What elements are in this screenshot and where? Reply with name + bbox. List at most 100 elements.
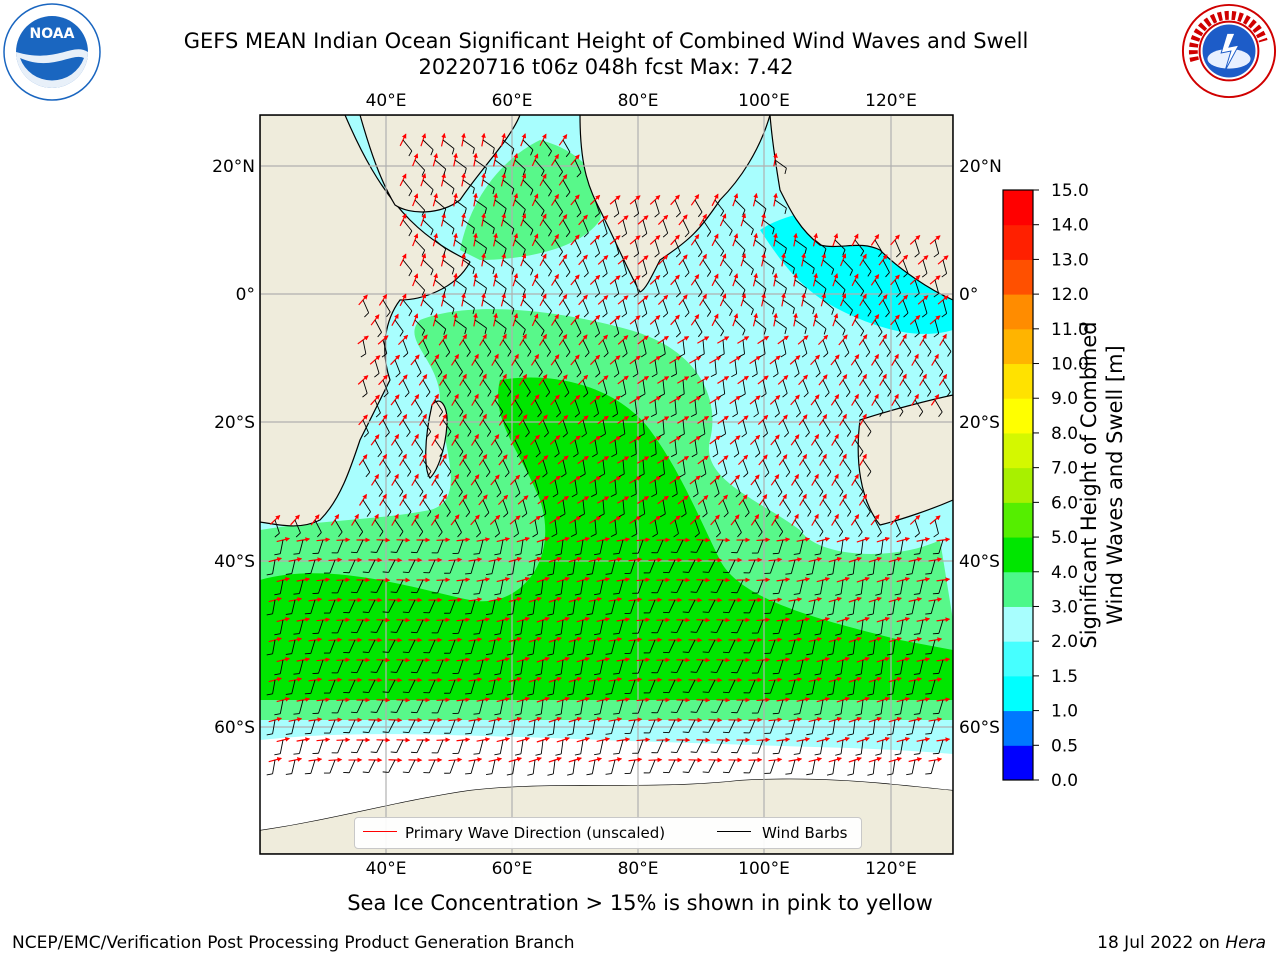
- wind-barb-flag: [700, 473, 707, 478]
- wind-barb-flag: [382, 771, 389, 773]
- wind-barb-shaft: [374, 479, 383, 493]
- wind-barb-flag: [613, 333, 620, 338]
- wind-barb-shaft: [362, 459, 371, 473]
- wind-barb-shaft: [462, 379, 472, 392]
- wind-barb-flag: [479, 411, 484, 417]
- nws-logo: [1181, 3, 1277, 99]
- wind-barb-shaft: [802, 419, 810, 433]
- wind-barb-flag: [921, 313, 928, 318]
- wind-barb-flag: [466, 351, 471, 357]
- wind-barb-flag: [621, 313, 627, 318]
- wind-barb-shaft: [774, 439, 782, 453]
- wind-barb-flag: [933, 253, 939, 258]
- wind-barb-shaft: [854, 399, 864, 412]
- wind-barb-shaft: [442, 179, 455, 189]
- wind-barb-flag: [397, 412, 402, 418]
- wind-barb-shaft: [682, 419, 685, 434]
- wind-barb-shaft: [574, 159, 582, 173]
- wind-barb-flag: [443, 168, 447, 175]
- wind-barb-flag: [576, 372, 582, 378]
- wind-barb-shaft: [934, 399, 943, 413]
- wind-barb-flag: [690, 551, 697, 553]
- wind-barb-flag: [878, 251, 883, 258]
- wind-barb-shaft: [662, 259, 669, 274]
- land-india: [579, 115, 771, 293]
- wind-barb-flag: [545, 391, 551, 398]
- wind-barb-shaft: [782, 419, 790, 434]
- wind-barb-shaft: [654, 439, 657, 454]
- wind-barb-flag: [865, 351, 871, 358]
- wind-barb-shaft: [502, 339, 512, 352]
- wind-barb-flag: [619, 433, 626, 438]
- wind-barb-flag: [492, 308, 495, 315]
- wind-barb-shaft: [474, 399, 484, 412]
- lon-tick-top: 80°E: [618, 91, 659, 111]
- wind-barb-flag: [464, 208, 467, 215]
- wind-barb-flag: [806, 471, 811, 477]
- wind-barb-shaft: [542, 179, 552, 192]
- wind-barb-flag: [763, 328, 767, 335]
- wind-barb-shaft: [422, 379, 431, 393]
- wind-barb-shaft: [554, 239, 563, 252]
- wind-barb-flag: [662, 312, 668, 318]
- wind-barb-flag: [451, 308, 455, 315]
- colorbar-label-line2: Wind Waves and Swell [m]: [1103, 345, 1127, 625]
- wind-barb-shaft: [494, 239, 507, 249]
- wind-barb-flag: [519, 371, 524, 377]
- colorbar-segment: [1003, 641, 1033, 677]
- wind-barb-flag: [710, 631, 717, 633]
- wind-barb-flag: [407, 471, 412, 477]
- colorbar-tick-label: 6.0: [1051, 493, 1078, 513]
- wind-barb-flag: [424, 352, 430, 358]
- wind-barb-flag: [784, 168, 787, 175]
- wind-barb-shaft: [594, 239, 601, 254]
- wind-barb-shaft: [922, 339, 932, 352]
- wind-barb-flag: [576, 252, 582, 258]
- wind-barb-flag: [522, 249, 526, 256]
- land-madagascar: [425, 400, 448, 479]
- wind-barb-shaft: [562, 339, 571, 353]
- wind-barb-flag: [363, 432, 369, 438]
- wind-barb-shaft: [422, 179, 434, 190]
- wind-barb-shaft: [414, 199, 425, 211]
- wind-barb-flag: [706, 271, 712, 277]
- wind-barb-flag: [780, 353, 787, 358]
- wind-barb-flag: [878, 331, 883, 338]
- wind-barb-flag: [530, 149, 534, 156]
- wind-barb-flag: [845, 391, 851, 398]
- wind-barb-shaft: [462, 219, 475, 229]
- wind-barb-flag: [443, 208, 447, 215]
- wind-barb-flag: [621, 273, 627, 278]
- wind-barb-flag: [426, 431, 432, 437]
- wind-barbs-legend-label: Wind Barbs: [762, 824, 848, 842]
- wind-barb-flag: [801, 353, 808, 358]
- wind-barb-shaft: [594, 399, 599, 414]
- wind-barb-flag: [762, 432, 768, 438]
- wind-barb-shaft: [522, 219, 534, 231]
- wind-barb-shaft: [762, 299, 775, 309]
- wind-barb-shaft: [402, 299, 413, 312]
- wind-barb-shaft: [762, 339, 766, 354]
- wind-barb-flag: [697, 291, 703, 298]
- wind-barb-flag: [630, 453, 637, 458]
- colorbar-label-line1: Significant Height of Combined: [1077, 321, 1101, 649]
- wind-barb-flag: [720, 433, 726, 438]
- lon-tick-top: 60°E: [492, 91, 533, 111]
- wind-barb-flag: [761, 393, 767, 398]
- wind-barb-flag: [467, 431, 472, 437]
- wind-barb-flag: [370, 671, 377, 673]
- wind-barb-flag: [451, 268, 455, 275]
- wind-barb-flag: [595, 372, 601, 378]
- wind-barb-shaft: [482, 219, 495, 229]
- lat-tick-left: 20°S: [214, 413, 255, 433]
- wind-barb-flag: [382, 731, 389, 733]
- wind-barb-flag: [867, 311, 872, 317]
- wind-barb-flag: [678, 433, 685, 438]
- wind-barb-flag: [496, 492, 502, 498]
- wind-barb-shaft: [814, 399, 822, 413]
- wind-barb-shaft: [414, 479, 424, 492]
- wind-barb-shaft: [494, 159, 507, 169]
- colorbar-tick-label: 7.0: [1051, 459, 1078, 479]
- wind-barb-shaft: [834, 279, 846, 291]
- wind-barb-shaft: [502, 379, 512, 392]
